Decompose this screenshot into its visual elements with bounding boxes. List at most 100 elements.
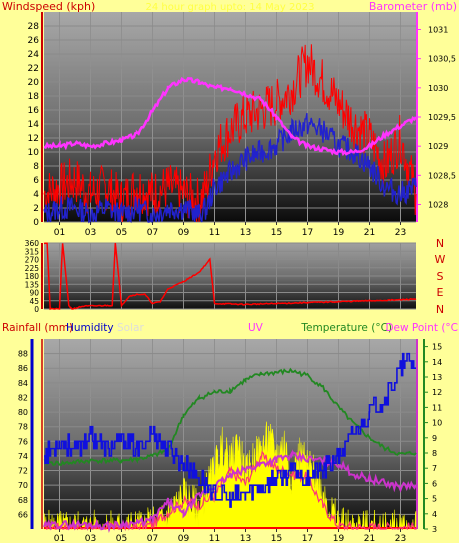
barometer-tick-label: 1028,5 — [428, 171, 456, 180]
humidity-tick-label: 82 — [18, 393, 28, 402]
climate-x-tick-label: 11 — [209, 534, 220, 543]
windspeed-axis-title: Windspeed (kph) — [2, 0, 95, 13]
wind-x-tick-label: 05 — [116, 228, 127, 238]
direction-tick-label: 270 — [25, 256, 40, 265]
humidity-line — [44, 352, 416, 508]
humidity-tick-label: 70 — [18, 481, 28, 490]
climate-x-tick-label: 19 — [333, 534, 345, 543]
wind-x-tick-label: 11 — [209, 228, 220, 238]
direction-series-group — [43, 242, 417, 311]
climate-grid — [44, 339, 416, 529]
direction-tick-label: 135 — [25, 280, 40, 289]
compass-label: E — [437, 286, 444, 299]
temperature-tick-label: 15 — [432, 343, 442, 352]
climate-x-tick-label: 21 — [364, 534, 375, 543]
climate-series-group — [43, 352, 417, 533]
wind-plot-area — [44, 12, 416, 222]
compass-label: N — [436, 303, 444, 316]
windspeed-tick-label: 22 — [28, 64, 39, 74]
wind-x-tick-label: 07 — [147, 228, 158, 238]
uv-title: UV — [248, 322, 264, 334]
wind-x-tick-label: 21 — [364, 228, 375, 238]
temperature-tick-label: 9 — [432, 434, 437, 443]
climate-x-tick-label: 05 — [116, 534, 127, 543]
wind-barometer-panel: Windspeed (kph) 24 hour graph upto: 14 M… — [2, 0, 457, 238]
humidity-axis-title: Humidity — [66, 322, 114, 334]
barometer-tick-label: 1028 — [428, 201, 448, 210]
windspeed-tick-label: 24 — [28, 50, 40, 60]
climate-x-tick-label: 03 — [85, 534, 96, 543]
climate-x-tick-label: 01 — [54, 534, 65, 543]
windspeed-tick-label: 20 — [28, 78, 40, 88]
climate-x-tick-label: 07 — [147, 534, 158, 543]
compass-label: S — [437, 270, 444, 283]
wind-x-tick-label: 09 — [178, 228, 190, 238]
dewpoint-axis-title: Dew Point (°C — [385, 322, 458, 334]
dewpoint-line — [43, 449, 417, 533]
humidity-tick-label: 86 — [18, 364, 28, 373]
compass-label: W — [435, 253, 446, 266]
barometer-tick-label: 1029,5 — [428, 113, 456, 122]
barometer-tick-label: 1029 — [428, 142, 448, 151]
climate-x-tick-label: 15 — [271, 534, 282, 543]
humidity-tick-label: 80 — [18, 408, 28, 417]
wind-x-tick-label: 23 — [395, 228, 406, 238]
temperature-tick-label: 4 — [432, 510, 437, 519]
direction-tick-label: 315 — [25, 247, 40, 256]
temperature-tick-label: 10 — [432, 419, 442, 428]
wind-x-tick-label: 03 — [85, 228, 96, 238]
climate-time-axis: 01 03 05 07 09 11 13 15 17 19 21 23 — [54, 529, 406, 543]
wind-average-line — [43, 113, 417, 224]
humidity-tick-label: 68 — [18, 496, 28, 505]
windspeed-tick-label: 10 — [28, 148, 40, 158]
wind-time-axis: 01 03 05 07 09 11 13 15 17 19 21 23 — [54, 222, 406, 238]
wind-x-tick-label: 01 — [54, 228, 65, 238]
direction-tick-label: 180 — [25, 272, 40, 281]
windspeed-tick-label: 6 — [33, 176, 39, 186]
temperature-axis-title: Temperature (°C) — [300, 322, 392, 334]
windspeed-tick-label: 14 — [28, 120, 40, 130]
climate-x-tick-label: 17 — [302, 534, 313, 543]
humidity-axis: 66 68 70 72 74 76 78 80 82 84 86 88 — [18, 339, 43, 529]
direction-tick-label: 360 — [25, 239, 40, 248]
wind-direction-line — [43, 242, 417, 311]
direction-tick-label: 225 — [25, 264, 40, 273]
temperature-tick-label: 14 — [432, 358, 442, 367]
barometer-tick-label: 1030 — [428, 84, 448, 93]
windspeed-tick-label: 2 — [33, 204, 39, 214]
wind-gust-line — [43, 44, 417, 223]
barometer-line — [43, 76, 418, 157]
temperature-axis: 3 4 5 6 7 8 9 10 11 12 13 14 15 — [416, 339, 442, 534]
barometer-tick-label: 1030,5 — [428, 55, 456, 64]
rainfall-axis-title: Rainfall (mm) — [2, 322, 73, 334]
climate-panel: Rainfall (mm) Humidity Solar UV Temperat… — [2, 322, 458, 543]
temperature-tick-label: 11 — [432, 403, 442, 412]
windspeed-tick-label: 18 — [28, 92, 40, 102]
humidity-tick-label: 78 — [18, 423, 28, 432]
direction-tick-label: 90 — [29, 289, 39, 298]
temperature-tick-label: 3 — [432, 525, 437, 534]
temperature-tick-label: 5 — [432, 495, 437, 504]
humidity-tick-label: 84 — [18, 379, 28, 388]
humidity-tick-label: 74 — [18, 452, 28, 461]
temperature-tick-label: 6 — [432, 479, 437, 488]
climate-x-tick-label: 13 — [240, 534, 251, 543]
windspeed-tick-label: 28 — [28, 22, 40, 32]
windspeed-tick-label: 16 — [28, 106, 40, 116]
climate-x-tick-label: 23 — [395, 534, 406, 543]
humidity-tick-label: 88 — [18, 350, 28, 359]
compass-label: N — [436, 237, 444, 250]
temperature-line — [43, 367, 417, 467]
wind-x-tick-label: 19 — [333, 228, 345, 238]
direction-tick-label: 0 — [34, 305, 39, 314]
climate-x-tick-label: 09 — [178, 534, 190, 543]
graph-title: 24 hour graph upto: 14 May 2023 — [146, 2, 315, 13]
direction-tick-label: 45 — [29, 297, 39, 306]
humidity-tick-label: 72 — [18, 467, 28, 476]
windspeed-tick-label: 8 — [33, 162, 39, 172]
windspeed-tick-label: 0 — [33, 218, 39, 228]
